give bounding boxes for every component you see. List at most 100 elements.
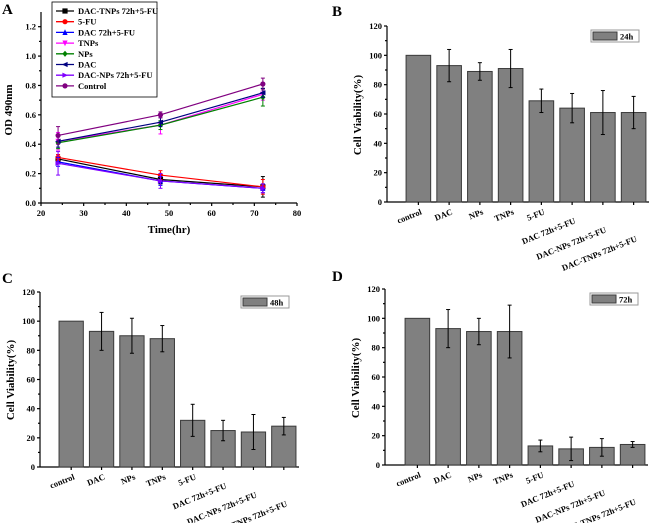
legend-label: 24h: [620, 32, 634, 42]
legend-marker: [62, 19, 68, 25]
data-point: [260, 185, 266, 191]
y-tick-label: 120: [22, 287, 35, 297]
x-tick-label-a: 60: [207, 208, 216, 218]
legend-item: TNPs: [56, 38, 99, 48]
y-axis-title-c: Cell Viability(%): [5, 339, 17, 420]
category-label: DAC: [85, 472, 106, 488]
x-tick-label-a: 40: [122, 208, 131, 218]
series-dac: [54, 87, 266, 148]
legend-item: Control: [56, 81, 107, 91]
y-tick-label: 80: [372, 343, 381, 353]
legend-marker: [62, 83, 68, 89]
bar: [119, 335, 145, 468]
panel-a-line-chart: A Time(hr) OD 490nm 20 30 40 50 60 70 80 0.0 0.2…: [2, 1, 301, 236]
legend-label: TNPs: [78, 38, 99, 48]
legend-marker: [61, 61, 68, 68]
bar: [404, 317, 431, 466]
y-tick-label: 80: [374, 80, 383, 90]
legend: 72h: [589, 292, 639, 306]
bar: [405, 54, 432, 203]
data-point: [157, 119, 164, 125]
legend-label: DAC 72h+5-FU: [78, 27, 135, 37]
legend: 24h: [590, 29, 640, 43]
legend-item: DAC-TNPs 72h+5-FU: [56, 6, 158, 16]
category-label: TNPs: [493, 206, 516, 223]
y-tick-label: 60: [372, 372, 381, 382]
legend-marker: [62, 8, 68, 14]
y-tick-label: 20: [374, 168, 383, 178]
legend-label: Control: [78, 81, 107, 91]
bar: [58, 320, 84, 468]
y-tick-label: 0: [376, 460, 380, 470]
bar: [88, 330, 115, 468]
y-tick-label: 40: [372, 401, 381, 411]
category-label: NPs: [466, 469, 484, 484]
legend-item: DAC-NPs 72h+5-FU: [56, 70, 153, 80]
legend-label: 48h: [270, 298, 284, 308]
y-axis-title-a: OD 490nm: [3, 84, 15, 135]
y-tick-label: 0: [31, 462, 35, 472]
y-tick-label-a: 0.6: [25, 110, 36, 120]
y-tick-label: 100: [367, 313, 380, 323]
x-tick-label-a: 80: [293, 208, 302, 218]
panel-c-bar-chart: C Cell Viability(%) 0 20 40 60 80 100 120 contr…: [2, 271, 299, 523]
bar: [497, 68, 524, 203]
category-label: TNPs: [144, 471, 167, 488]
legend-marker: [62, 72, 69, 78]
legend-label: DAC-NPs 72h+5-FU: [78, 70, 153, 80]
legend-swatch: [591, 294, 617, 304]
panel-b-bar-chart: B Cell Viability(%) 0 20 40 60 80 100 120 contr…: [332, 4, 649, 273]
legend-item: 5-FU: [56, 17, 96, 27]
y-tick-label: 40: [374, 138, 383, 148]
y-tick-label: 80: [27, 345, 36, 355]
bar: [559, 107, 585, 203]
lines-a: [54, 77, 266, 198]
y-tick-label-a: 0.0: [25, 198, 36, 208]
y-axis-title-b: Cell Viability(%): [352, 74, 364, 155]
data-point: [157, 112, 164, 118]
bar: [466, 331, 492, 466]
legend-label: DAC-TNPs 72h+5-FU: [78, 6, 158, 16]
category-label: NPs: [467, 206, 485, 221]
panel-d-bar-chart: D Cell Viability(%) 0 20 40 60 80 100 120 contr…: [332, 269, 648, 523]
legend-item: DAC 72h+5-FU: [56, 27, 135, 37]
data-point: [259, 90, 266, 96]
x-tick-label-a: 50: [165, 208, 174, 218]
legend-swatch: [242, 297, 268, 307]
panel-label-d: D: [332, 269, 343, 285]
x-tick-label-a: 30: [79, 208, 88, 218]
panel-label-a: A: [2, 2, 13, 18]
bar: [436, 65, 462, 203]
legend-marker: [62, 29, 68, 35]
y-tick-label: 120: [367, 284, 380, 294]
category-label: control: [48, 471, 76, 490]
y-tick-label: 100: [369, 50, 382, 60]
legend-item: NPs: [56, 49, 93, 59]
y-tick-label: 60: [27, 375, 36, 385]
data-point: [55, 132, 61, 139]
legend-label: DAC: [78, 60, 96, 70]
category-label: TNPs: [492, 469, 515, 486]
series-control: [55, 77, 266, 145]
data-point: [157, 178, 164, 184]
legend-marker: [62, 40, 68, 47]
category-label: 5-FU: [525, 207, 546, 223]
bar: [467, 70, 493, 203]
series-dac-nps-72h-5-fu: [55, 151, 266, 194]
legend: 48h: [240, 295, 290, 309]
category-label: 5-FU: [177, 472, 198, 488]
y-tick-label-a: 0.4: [25, 139, 36, 149]
legend-box: [51, 1, 158, 98]
bar: [528, 100, 555, 203]
y-tick-label-a: 1.0: [25, 51, 36, 61]
bar: [149, 338, 175, 468]
category-label: 5-FU: [524, 470, 545, 486]
legend-swatch: [592, 31, 618, 41]
axes-a: 20 30 40 50 60 70 80 0.0 0.2 0.4 0.6 0.8 1.0 1.2: [25, 12, 301, 218]
bar: [435, 328, 461, 466]
x-axis-title-a: Time(hr): [148, 224, 191, 236]
legend-label: 5-FU: [78, 17, 96, 27]
